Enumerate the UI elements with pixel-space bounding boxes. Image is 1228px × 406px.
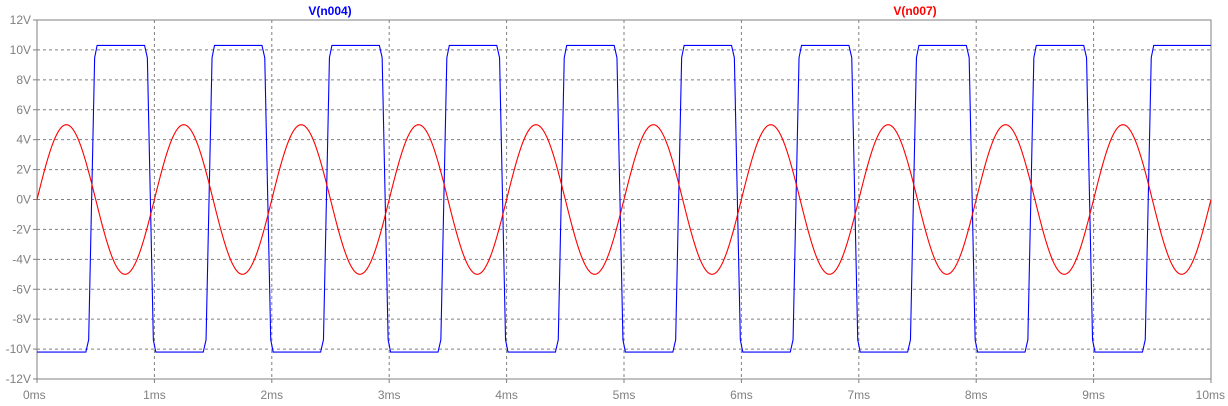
y-tick-label: 4V bbox=[16, 133, 31, 147]
y-tick-label: 10V bbox=[10, 43, 31, 57]
y-tick-label: 2V bbox=[16, 163, 31, 177]
legend-label[interactable]: V(n007) bbox=[893, 4, 936, 18]
x-tick-label: 0ms bbox=[23, 388, 46, 402]
legend-label[interactable]: V(n004) bbox=[308, 4, 351, 18]
y-tick-label: 8V bbox=[16, 73, 31, 87]
x-tick-label: 6ms bbox=[730, 388, 753, 402]
y-tick-label: -2V bbox=[12, 222, 31, 236]
y-tick-label: -12V bbox=[6, 372, 31, 386]
x-tick-label: 1ms bbox=[143, 388, 166, 402]
x-tick-label: 2ms bbox=[260, 388, 283, 402]
y-tick-label: -10V bbox=[6, 342, 31, 356]
series-line-v-n004 bbox=[37, 44, 1211, 353]
series-layer bbox=[36, 44, 1212, 353]
y-tick-label: -8V bbox=[12, 312, 31, 326]
y-tick-label: 12V bbox=[10, 13, 31, 27]
grid-layer bbox=[33, 19, 1212, 383]
x-tick-label: 5ms bbox=[613, 388, 636, 402]
x-tick-label: 10ms bbox=[1196, 388, 1225, 402]
x-tick-label: 4ms bbox=[495, 388, 518, 402]
series-line-v-n007 bbox=[36, 124, 1212, 275]
x-tick-label: 8ms bbox=[965, 388, 988, 402]
y-tick-label: -6V bbox=[12, 282, 31, 296]
x-axis-labels: 0ms 1ms 2ms 3ms 4ms 5ms 6ms 7ms 8ms 9ms 10ms bbox=[23, 388, 1225, 402]
y-axis-labels: 12V 10V 8V 6V 4V 2V 0V -2V -4V -6V -8V -10V -12V bbox=[6, 13, 31, 386]
x-tick-label: 3ms bbox=[378, 388, 401, 402]
x-tick-label: 7ms bbox=[847, 388, 870, 402]
y-tick-label: 0V bbox=[16, 193, 31, 207]
legend: V(n004) V(n007) bbox=[308, 4, 936, 18]
x-tick-label: 9ms bbox=[1082, 388, 1105, 402]
y-tick-label: -4V bbox=[12, 252, 31, 266]
y-tick-label: 6V bbox=[16, 103, 31, 117]
